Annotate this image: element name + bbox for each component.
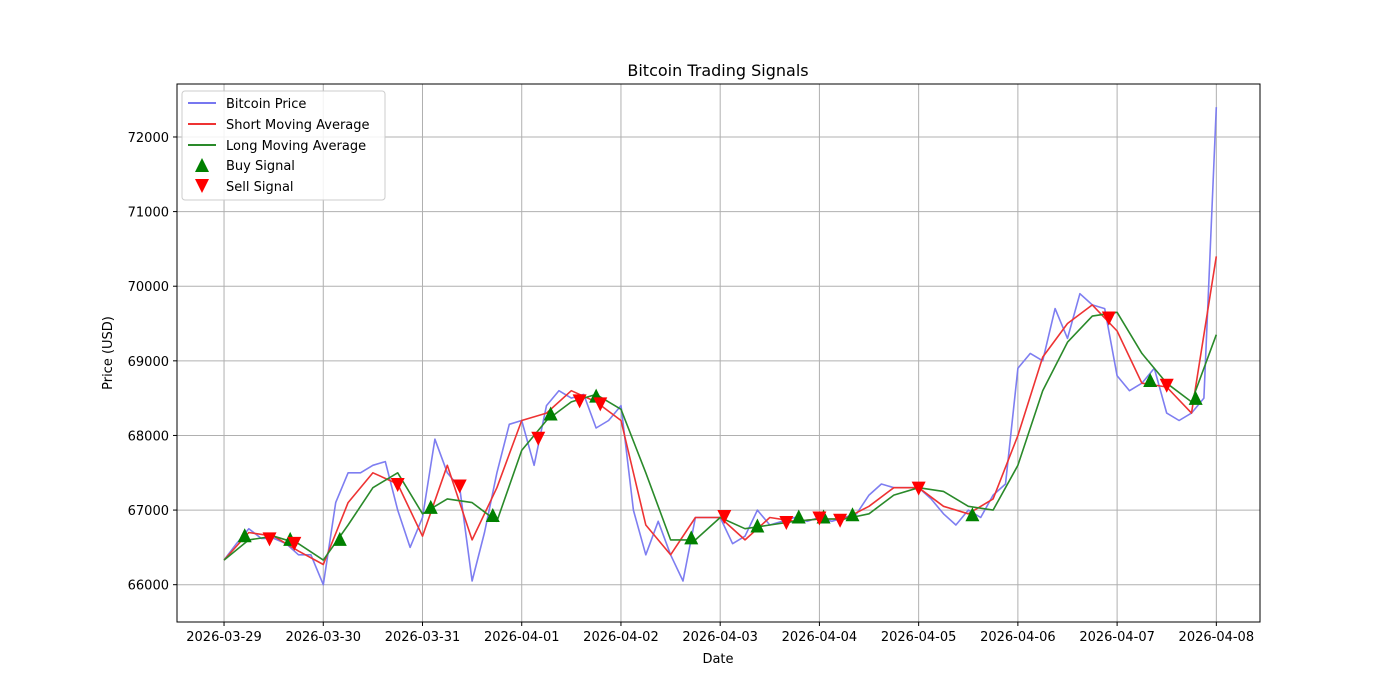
buy-signal-marker xyxy=(332,531,347,546)
buy-signal-marker xyxy=(423,499,438,514)
buy-signal-marker xyxy=(1143,372,1158,387)
buy-signal-marker xyxy=(684,530,699,545)
legend: Bitcoin Price Short Moving Average Long … xyxy=(181,90,386,201)
legend-long: Long Moving Average xyxy=(226,139,366,154)
sell-signal-marker xyxy=(717,510,732,525)
sell-signal-marker xyxy=(1101,311,1116,326)
y-tick-label: 68000 xyxy=(128,429,169,444)
x-axis: 2026-03-29 2026-03-30 2026-03-31 2026-04-01… xyxy=(186,622,1254,645)
sell-signal-marker xyxy=(531,431,546,446)
sell-signal-marker xyxy=(572,394,587,409)
x-tick-label: 2026-03-30 xyxy=(285,630,361,645)
x-tick-label: 2026-04-05 xyxy=(881,630,957,645)
x-tick-label: 2026-04-07 xyxy=(1079,630,1155,645)
buy-signal-marker xyxy=(965,507,980,522)
chart-title: Bitcoin Trading Signals xyxy=(627,61,808,80)
sell-signal-marker xyxy=(452,479,467,494)
y-axis-label: Price (USD) xyxy=(101,316,116,390)
buy-signal-marker xyxy=(237,528,252,543)
sell-signal-marker xyxy=(1159,378,1174,393)
sell-signal-marker xyxy=(287,536,302,551)
grid xyxy=(177,84,1260,622)
sell-signal-marker xyxy=(911,481,926,496)
sell-signal-marker xyxy=(833,513,848,528)
long-ma-line xyxy=(223,311,1218,561)
buy-signal-marker xyxy=(1188,390,1203,405)
x-tick-label: 2026-03-31 xyxy=(385,630,461,645)
legend-buy-marker xyxy=(195,158,209,172)
x-tick-label: 2026-04-02 xyxy=(583,630,659,645)
y-tick-label: 71000 xyxy=(128,206,169,221)
sell-signal-marker xyxy=(262,532,277,547)
y-tick-label: 70000 xyxy=(128,280,169,295)
x-tick-label: 2026-04-03 xyxy=(682,630,758,645)
buy-signal-marker xyxy=(750,518,765,533)
sell-signal-marker xyxy=(593,397,608,412)
y-axis: 66000 67000 68000 69000 70000 71000 72000 xyxy=(128,131,177,594)
y-tick-label: 67000 xyxy=(128,504,169,519)
axes-frame xyxy=(176,83,1261,623)
buy-signal-marker xyxy=(791,509,806,524)
plot-area xyxy=(223,107,1218,586)
y-tick-label: 72000 xyxy=(128,131,169,146)
x-tick-label: 2026-04-04 xyxy=(782,630,858,645)
sell-signal-marker xyxy=(779,516,794,531)
y-tick-label: 66000 xyxy=(128,579,169,594)
buy-signal-marker xyxy=(485,508,500,523)
x-tick-label: 2026-04-08 xyxy=(1179,630,1255,645)
legend-sell: Sell Signal xyxy=(226,180,294,195)
x-tick-label: 2026-04-06 xyxy=(980,630,1056,645)
y-tick-label: 69000 xyxy=(128,355,169,370)
legend-short: Short Moving Average xyxy=(226,118,370,133)
legend-price: Bitcoin Price xyxy=(226,97,306,112)
buy-signal-marker xyxy=(845,507,860,522)
legend-buy: Buy Signal xyxy=(226,159,295,174)
x-tick-label: 2026-03-29 xyxy=(186,630,262,645)
x-axis-label: Date xyxy=(702,652,733,667)
sell-signal-marker xyxy=(812,511,827,526)
sell-signal-marker xyxy=(390,477,405,492)
x-tick-label: 2026-04-01 xyxy=(484,630,560,645)
legend-sell-marker xyxy=(195,179,209,193)
buy-signal-marker xyxy=(543,406,558,421)
